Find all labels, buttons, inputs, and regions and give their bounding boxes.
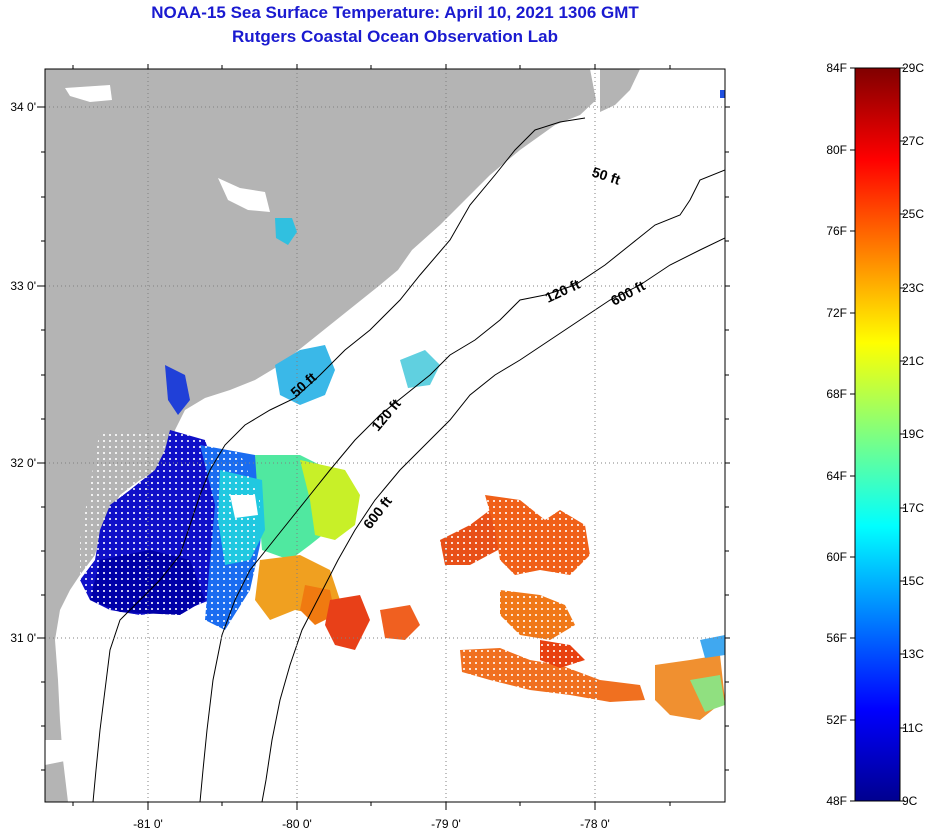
celsius-label: 17C (902, 501, 924, 515)
isobath-600ft (261, 237, 725, 802)
colorbar-ticks (850, 67, 905, 802)
fahrenheit-label: 60F (826, 550, 847, 564)
fahrenheit-label: 68F (826, 387, 847, 401)
longitude-labels: -81 0' -80 0' -79 0' -78 0' (133, 817, 610, 831)
land-outer-banks (600, 69, 640, 112)
lat-label: 34 0' (10, 100, 36, 114)
celsius-label: 13C (902, 647, 924, 661)
celsius-label: 19C (902, 427, 924, 441)
celsius-label: 25C (902, 207, 924, 221)
map-frame (44, 68, 726, 803)
fahrenheit-label: 84F (826, 61, 847, 75)
land-mass (45, 69, 596, 802)
fahrenheit-label: 48F (826, 794, 847, 808)
lake-2 (218, 178, 270, 212)
lake-1 (65, 85, 112, 102)
colorbar-fahrenheit-labels: 84F 80F 76F 72F 68F 64F 60F 56F 52F 48F (826, 61, 847, 808)
latitude-labels: 34 0' 33 0' 32 0' 31 0' (10, 100, 36, 645)
fahrenheit-label: 52F (826, 713, 847, 727)
fahrenheit-label: 72F (826, 306, 847, 320)
celsius-label: 23C (902, 281, 924, 295)
sst-data-layer (80, 90, 725, 720)
fahrenheit-label: 80F (826, 143, 847, 157)
isobath-50ft (92, 117, 586, 802)
celsius-label: 29C (902, 61, 924, 75)
map-title: NOAA-15 Sea Surface Temperature: April 1… (151, 3, 639, 22)
lat-label: 32 0' (10, 456, 36, 470)
temperature-colorbar: 84F 80F 76F 72F 68F 64F 60F 56F 52F 48F … (826, 61, 924, 808)
lon-label: -80 0' (282, 817, 312, 831)
lon-label: -78 0' (580, 817, 610, 831)
map-subtitle: Rutgers Coastal Ocean Observation Lab (232, 27, 558, 46)
lat-label: 31 0' (10, 631, 36, 645)
isobath-lines (92, 117, 725, 802)
colorbar-celsius-labels: 29C 27C 25C 23C 21C 19C 17C 15C 13C 11C … (902, 61, 924, 808)
graticule (45, 69, 725, 802)
fahrenheit-label: 56F (826, 631, 847, 645)
lat-label: 33 0' (10, 279, 36, 293)
lon-label: -81 0' (133, 817, 163, 831)
fahrenheit-label: 76F (826, 224, 847, 238)
celsius-label: 15C (902, 574, 924, 588)
isobath-120ft (199, 169, 725, 802)
lake-3 (45, 740, 70, 765)
fahrenheit-label: 64F (826, 469, 847, 483)
celsius-label: 11C (902, 721, 923, 735)
celsius-label: 27C (902, 134, 924, 148)
celsius-label: 9C (902, 794, 918, 808)
celsius-label: 21C (902, 354, 924, 368)
colorbar-gradient (854, 67, 901, 802)
lon-label: -79 0' (431, 817, 461, 831)
frame-ticks (37, 64, 730, 810)
map-panel (45, 69, 725, 802)
